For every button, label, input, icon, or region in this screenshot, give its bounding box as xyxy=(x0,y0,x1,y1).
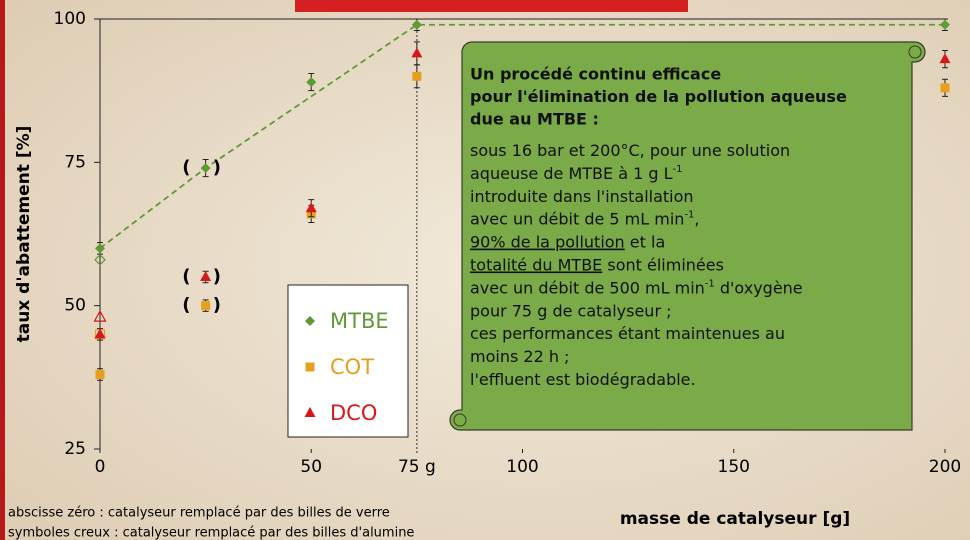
y-tick-label: 100 xyxy=(54,9,86,29)
annotation-segment: , xyxy=(694,209,699,228)
annotation-line: moins 22 h ; xyxy=(470,347,569,366)
annotation-title: due au MTBE : xyxy=(470,110,599,129)
annotation-line: introduite dans l'installation xyxy=(470,186,694,205)
annotation-segment: pour 75 g de catalyseur ; xyxy=(470,301,672,320)
x-tick-label: 50 xyxy=(300,457,322,477)
footnote: symboles creux : catalyseur remplacé par… xyxy=(8,526,414,540)
bracket-note: ( ) xyxy=(182,295,229,316)
annotation-line: avec un débit de 500 mL min-1 d'oxygène xyxy=(470,278,803,297)
y-tick-label: 50 xyxy=(64,296,86,316)
chart: masse de catalyseur [g] taux d'abattemen… xyxy=(0,0,970,540)
annotation-segment: sous 16 bar et 200°C, pour une solution xyxy=(470,141,790,160)
annotation-segment: -1 xyxy=(684,209,694,220)
data-point xyxy=(96,370,105,379)
annotation-segment: 90% de la pollution xyxy=(470,232,625,251)
annotation-segment: moins 22 h ; xyxy=(470,347,569,366)
annotation-segment: d'oxygène xyxy=(715,278,803,297)
annotation-line: aqueuse de MTBE à 1 g L-1 xyxy=(470,163,682,182)
annotation-segment: introduite dans l'installation xyxy=(470,186,694,205)
annotation-segment: -1 xyxy=(705,278,715,289)
marker-label: 75 g xyxy=(398,457,436,477)
y-tick-label: 75 xyxy=(64,152,86,172)
side-strip xyxy=(0,0,5,540)
x-tick-label: 100 xyxy=(506,457,538,477)
legend-label: MTBE xyxy=(330,309,389,333)
x-tick-label: 0 xyxy=(95,457,106,477)
annotation-segment: totalité du MTBE xyxy=(470,255,602,274)
legend-label: COT xyxy=(330,355,374,379)
x-tick-label: 200 xyxy=(929,457,961,477)
top-banner xyxy=(295,0,688,12)
annotation-segment: l'effluent est biodégradable. xyxy=(470,370,696,389)
y-tick-label: 25 xyxy=(64,439,86,459)
y-axis-title: taux d'abattement [%] xyxy=(14,126,34,343)
annotation-segment: avec un débit de 500 mL min xyxy=(470,278,705,297)
annotation-segment: sont éliminées xyxy=(602,255,724,274)
x-axis-title: masse de catalyseur [g] xyxy=(620,509,850,529)
annotation-segment: -1 xyxy=(673,163,683,174)
annotation-title: pour l'élimination de la pollution aqueu… xyxy=(470,87,847,106)
annotation-line: l'effluent est biodégradable. xyxy=(470,370,696,389)
page: masse de catalyseur [g] taux d'abattemen… xyxy=(0,0,970,540)
annotation-line: sous 16 bar et 200°C, pour une solution xyxy=(470,141,790,160)
data-point xyxy=(412,72,421,81)
annotation-line: ces performances étant maintenues au xyxy=(470,324,785,343)
annotation-line: 90% de la pollution et la xyxy=(470,232,665,251)
annotation-segment: avec un débit de 5 mL min xyxy=(470,209,684,228)
footnote: abscisse zéro : catalyseur remplacé par … xyxy=(8,506,390,521)
bracket-note: ( ) xyxy=(182,157,229,178)
annotation-title: Un procédé continu efficace xyxy=(470,65,721,84)
bracket-note: ( ) xyxy=(182,266,229,287)
annotation-line: pour 75 g de catalyseur ; xyxy=(470,301,672,320)
annotation-segment: ces performances étant maintenues au xyxy=(470,324,785,343)
annotation-segment: et la xyxy=(625,232,666,251)
legend-label: DCO xyxy=(330,401,377,425)
data-point xyxy=(941,83,950,92)
legend-marker xyxy=(306,363,315,372)
annotation-line: avec un débit de 5 mL min-1, xyxy=(470,209,700,228)
annotation-segment: aqueuse de MTBE à 1 g L xyxy=(470,163,673,182)
x-tick-label: 150 xyxy=(718,457,750,477)
annotation-line: totalité du MTBE sont éliminées xyxy=(470,255,724,274)
